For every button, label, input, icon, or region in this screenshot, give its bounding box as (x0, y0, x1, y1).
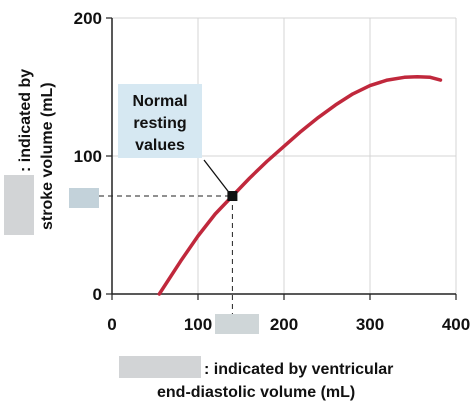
y-tick-label-0: 0 (93, 285, 102, 304)
callout-text-line-3: values (135, 137, 185, 154)
callout-box (118, 84, 202, 158)
callout-text-line-2: resting (133, 115, 186, 132)
y-tick-label-200: 200 (74, 9, 102, 28)
x-tick-label-300: 300 (356, 315, 384, 334)
redacted-ylabel-box (4, 175, 34, 235)
normal-point-marker (227, 191, 238, 202)
redacted-x-box (215, 314, 259, 334)
reference-lines (99, 195, 233, 314)
x-tick-label-400: 400 (442, 315, 470, 334)
callout-pointer (203, 159, 230, 194)
series (157, 74, 443, 296)
x-tick-label-100: 100 (184, 315, 212, 334)
axes: 0 100 200 300 400 0 100 200 (74, 9, 471, 334)
callout-text-line-1: Normal (132, 93, 187, 110)
x-axis-title-line1: : indicated by ventricular (204, 361, 393, 378)
redacted-xlabel-box (119, 356, 201, 378)
x-axis-title-line2: end-diastolic volume (mL) (157, 384, 355, 401)
y-axis-title-line1: : indicated by (17, 69, 34, 172)
series-line-0 (157, 74, 443, 296)
redacted-y-box (69, 188, 99, 208)
y-tick-label-100: 100 (74, 147, 102, 166)
x-tick-label-0: 0 (107, 315, 116, 334)
x-tick-label-200: 200 (270, 315, 298, 334)
callout: Normal resting values (118, 84, 238, 202)
y-axis-title-line2: stroke volume (mL) (39, 82, 56, 230)
